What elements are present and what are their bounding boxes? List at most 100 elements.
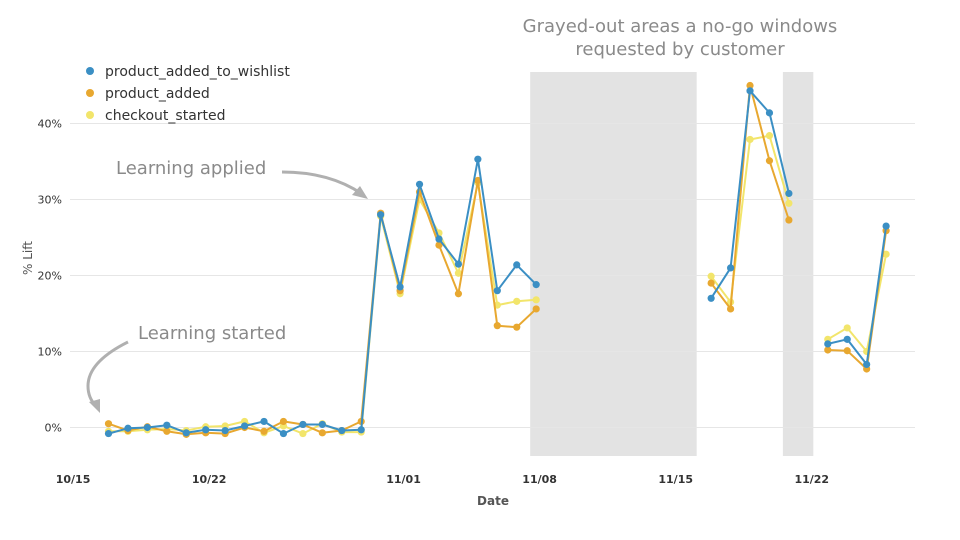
legend-marker (86, 67, 94, 75)
no-go-region-1 (782, 72, 814, 456)
legend: product_added_to_wishlist product_addedch… (86, 64, 290, 124)
data-point (532, 281, 540, 289)
x-axis-label: Date (477, 494, 509, 508)
annotation-arrow-learning-started (86, 340, 129, 408)
data-point (882, 222, 890, 230)
x-tick-label: 11/15 (658, 473, 693, 486)
data-point (726, 305, 735, 313)
data-point (415, 180, 424, 188)
x-axis-tick-labels: 10/15 10/22 11/01 11/08 11/15 11/22 (56, 473, 829, 486)
data-point (318, 420, 326, 429)
data-point (474, 176, 482, 185)
data-point (143, 423, 151, 432)
y-tick-label: 10% (38, 346, 62, 359)
data-point (532, 305, 540, 313)
legend-label: checkout_started (105, 108, 226, 124)
legend-marker (86, 89, 94, 97)
data-point (843, 335, 851, 343)
series-line (827, 225, 888, 366)
y-axis-label: % Lift (21, 241, 35, 275)
legend-marker (86, 111, 94, 119)
data-point (863, 360, 871, 369)
annotation-no-go-line-2: requested by customer (575, 39, 785, 60)
data-point (396, 283, 404, 291)
x-tick-label: 10/22 (192, 473, 227, 486)
data-point (435, 235, 443, 243)
data-point (785, 199, 793, 207)
data-point (435, 241, 443, 249)
data-point (124, 424, 132, 432)
data-point (377, 211, 385, 219)
annotation-learning-started: Learning started (138, 323, 286, 344)
y-tick-label: 40% (38, 118, 62, 131)
series-line (108, 181, 537, 435)
data-point (746, 135, 754, 144)
no-go-window-regions (530, 72, 814, 456)
data-point (746, 81, 754, 90)
legend-label: product_added (105, 86, 210, 102)
data-point (182, 429, 190, 437)
annotation-arrow-learning-applied (281, 170, 363, 196)
series-lines (104, 81, 890, 438)
y-axis-tick-labels: 0% 10% 20% 30% 40% (38, 118, 62, 435)
data-point (260, 417, 268, 426)
data-point (765, 132, 774, 140)
legend-label: product_added_to_wishlist (105, 64, 290, 80)
data-point (513, 297, 521, 305)
data-point (765, 157, 774, 165)
x-tick-label: 11/08 (522, 473, 557, 486)
data-point (493, 287, 501, 295)
annotation-arrowhead-learning-started (89, 399, 100, 413)
annotation-learning-applied: Learning applied (116, 158, 266, 179)
data-point (513, 323, 521, 331)
data-point (707, 294, 715, 302)
data-point (454, 290, 463, 298)
y-tick-label: 0% (45, 422, 62, 435)
data-point (843, 324, 851, 332)
annotation-no-go-line-1: Grayed-out areas a no-go windows (523, 16, 838, 37)
data-point (746, 87, 754, 95)
data-point (726, 264, 735, 272)
series-line (108, 179, 537, 436)
data-point (454, 269, 463, 277)
data-point (104, 429, 113, 438)
x-tick-label: 11/22 (794, 473, 829, 486)
series-line (827, 254, 888, 353)
data-point (163, 427, 171, 435)
data-point (785, 216, 793, 224)
data-point (474, 155, 482, 163)
y-tick-label: 30% (38, 194, 62, 207)
series-line (108, 158, 537, 435)
data-point (882, 250, 890, 258)
data-point (163, 421, 171, 429)
series-line (710, 89, 790, 299)
data-point (493, 322, 501, 330)
series-line (827, 230, 888, 370)
data-point (279, 417, 288, 426)
data-point (279, 429, 288, 438)
annotation-arrowhead-learning-applied (352, 186, 368, 199)
x-tick-label: 11/01 (386, 473, 421, 486)
data-point (221, 426, 229, 435)
data-point (318, 429, 326, 437)
y-tick-label: 20% (38, 270, 62, 283)
series-product_added_to_wishlist (104, 87, 890, 438)
data-point (240, 422, 249, 430)
data-point (707, 279, 715, 287)
no-go-region-0 (530, 72, 697, 456)
data-point (785, 189, 793, 198)
data-point (765, 109, 774, 117)
series-line (710, 134, 790, 304)
data-point (202, 426, 210, 434)
data-point (843, 347, 851, 355)
data-point (454, 260, 463, 268)
data-point (299, 420, 307, 429)
data-point (532, 296, 540, 304)
data-point (338, 426, 346, 435)
data-point (824, 346, 832, 354)
data-point (357, 426, 365, 434)
data-point (513, 261, 521, 269)
data-point (299, 429, 307, 438)
data-point (707, 272, 715, 280)
